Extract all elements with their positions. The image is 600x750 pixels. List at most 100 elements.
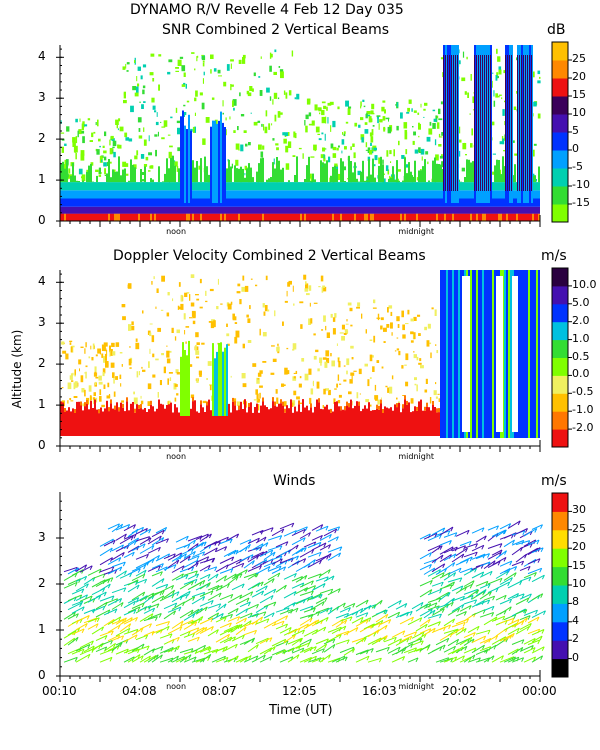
wind-barb-flag	[264, 585, 268, 591]
snr-column	[154, 213, 156, 221]
doppler-speckle	[138, 371, 140, 376]
snr-column	[344, 198, 346, 207]
wind-barb	[179, 648, 194, 654]
snr-column	[236, 213, 238, 221]
wind-barb	[431, 554, 444, 564]
snr-column	[346, 198, 348, 207]
snr-column	[494, 182, 496, 191]
snr-column	[370, 182, 372, 191]
snr-column	[400, 190, 402, 199]
doppler-column	[188, 405, 190, 436]
doppler-column	[72, 408, 74, 436]
doppler-speckle	[217, 278, 219, 285]
doppler-speckle	[426, 340, 430, 347]
snr-speckle	[242, 54, 246, 59]
snr-column	[134, 206, 136, 214]
doppler-column-edge	[330, 408, 332, 413]
wind-barb-flag	[261, 590, 265, 596]
wind-barb	[135, 578, 147, 584]
wind-barb	[123, 524, 136, 532]
wind-barb-flag	[466, 530, 470, 535]
wind-barb	[227, 624, 241, 633]
snr-column	[208, 190, 210, 199]
snr-column	[364, 182, 366, 191]
snr-speckle	[225, 117, 227, 121]
doppler-column	[226, 404, 228, 436]
wind-barb	[263, 612, 275, 619]
snr-column	[324, 190, 326, 199]
doppler-column	[90, 400, 92, 436]
snr-column	[96, 206, 98, 214]
doppler-column-edge	[274, 401, 276, 406]
doppler-speckle	[303, 274, 307, 280]
snr-storm-column	[180, 116, 182, 203]
doppler-speckle	[397, 324, 400, 328]
snr-speckle	[305, 114, 309, 120]
wind-barb-flag	[474, 599, 478, 605]
snr-column	[344, 213, 346, 221]
snr-speckle	[320, 154, 325, 159]
snr-column	[358, 181, 360, 183]
snr-column	[494, 198, 496, 207]
doppler-speckle	[377, 313, 380, 321]
snr-speckle	[365, 149, 369, 151]
snr-speckle	[432, 123, 436, 129]
snr-column	[264, 182, 266, 191]
wind-barb-flag	[368, 605, 372, 610]
snr-column	[278, 190, 280, 199]
wind-barb-flag	[121, 552, 125, 557]
snr-column	[162, 182, 164, 191]
wind-barb	[423, 532, 438, 540]
wind-barb	[251, 551, 264, 558]
wind-barb-flag	[98, 568, 102, 574]
wind-barb	[459, 656, 472, 663]
doppler-column	[310, 407, 312, 436]
wind-barb-flag	[203, 541, 207, 547]
snr-speckle	[223, 81, 227, 87]
wind-barb	[235, 597, 250, 606]
wind-barb	[211, 613, 224, 621]
snr-speckle	[421, 156, 423, 161]
wind-barb	[207, 584, 220, 591]
colorbar-cell	[552, 150, 568, 169]
wind-barb	[355, 637, 367, 645]
doppler-column	[320, 408, 322, 436]
snr-speckle	[177, 147, 181, 152]
snr-speckle	[134, 60, 136, 63]
snr-speckle	[396, 125, 399, 131]
wind-barb-flag	[176, 559, 180, 565]
wind-barb-flag	[98, 595, 102, 600]
doppler-speckle	[292, 343, 297, 350]
y-tick-label: 0	[38, 438, 46, 452]
snr-column	[420, 170, 422, 183]
wind-barb	[495, 594, 507, 601]
snr-column	[386, 213, 388, 221]
doppler-speckle	[85, 365, 88, 368]
snr-speckle	[277, 111, 281, 118]
doppler-speckle	[148, 361, 150, 368]
snr-speckle	[175, 67, 179, 69]
wind-barb	[219, 613, 233, 619]
wind-barb	[327, 536, 339, 543]
wind-barb	[291, 637, 303, 646]
snr-speckle	[150, 53, 155, 57]
snr-column	[310, 198, 312, 207]
snr-column	[172, 213, 174, 221]
snr-column	[202, 198, 204, 207]
doppler-speckle	[387, 387, 391, 393]
snr-column	[232, 206, 234, 214]
doppler-speckle	[230, 301, 233, 305]
doppler-column-edge	[232, 397, 234, 402]
doppler-speckle	[205, 290, 207, 296]
wind-barb	[475, 649, 489, 656]
snr-speckle	[233, 130, 236, 133]
snr-column	[354, 206, 356, 214]
wind-barb	[319, 533, 332, 542]
doppler-column	[96, 409, 98, 436]
snr-column	[342, 161, 344, 183]
wind-barb	[207, 592, 222, 601]
snr-speckle	[405, 149, 408, 155]
snr-speckle	[151, 97, 155, 103]
snr-column	[384, 213, 386, 221]
snr-column	[230, 213, 232, 221]
